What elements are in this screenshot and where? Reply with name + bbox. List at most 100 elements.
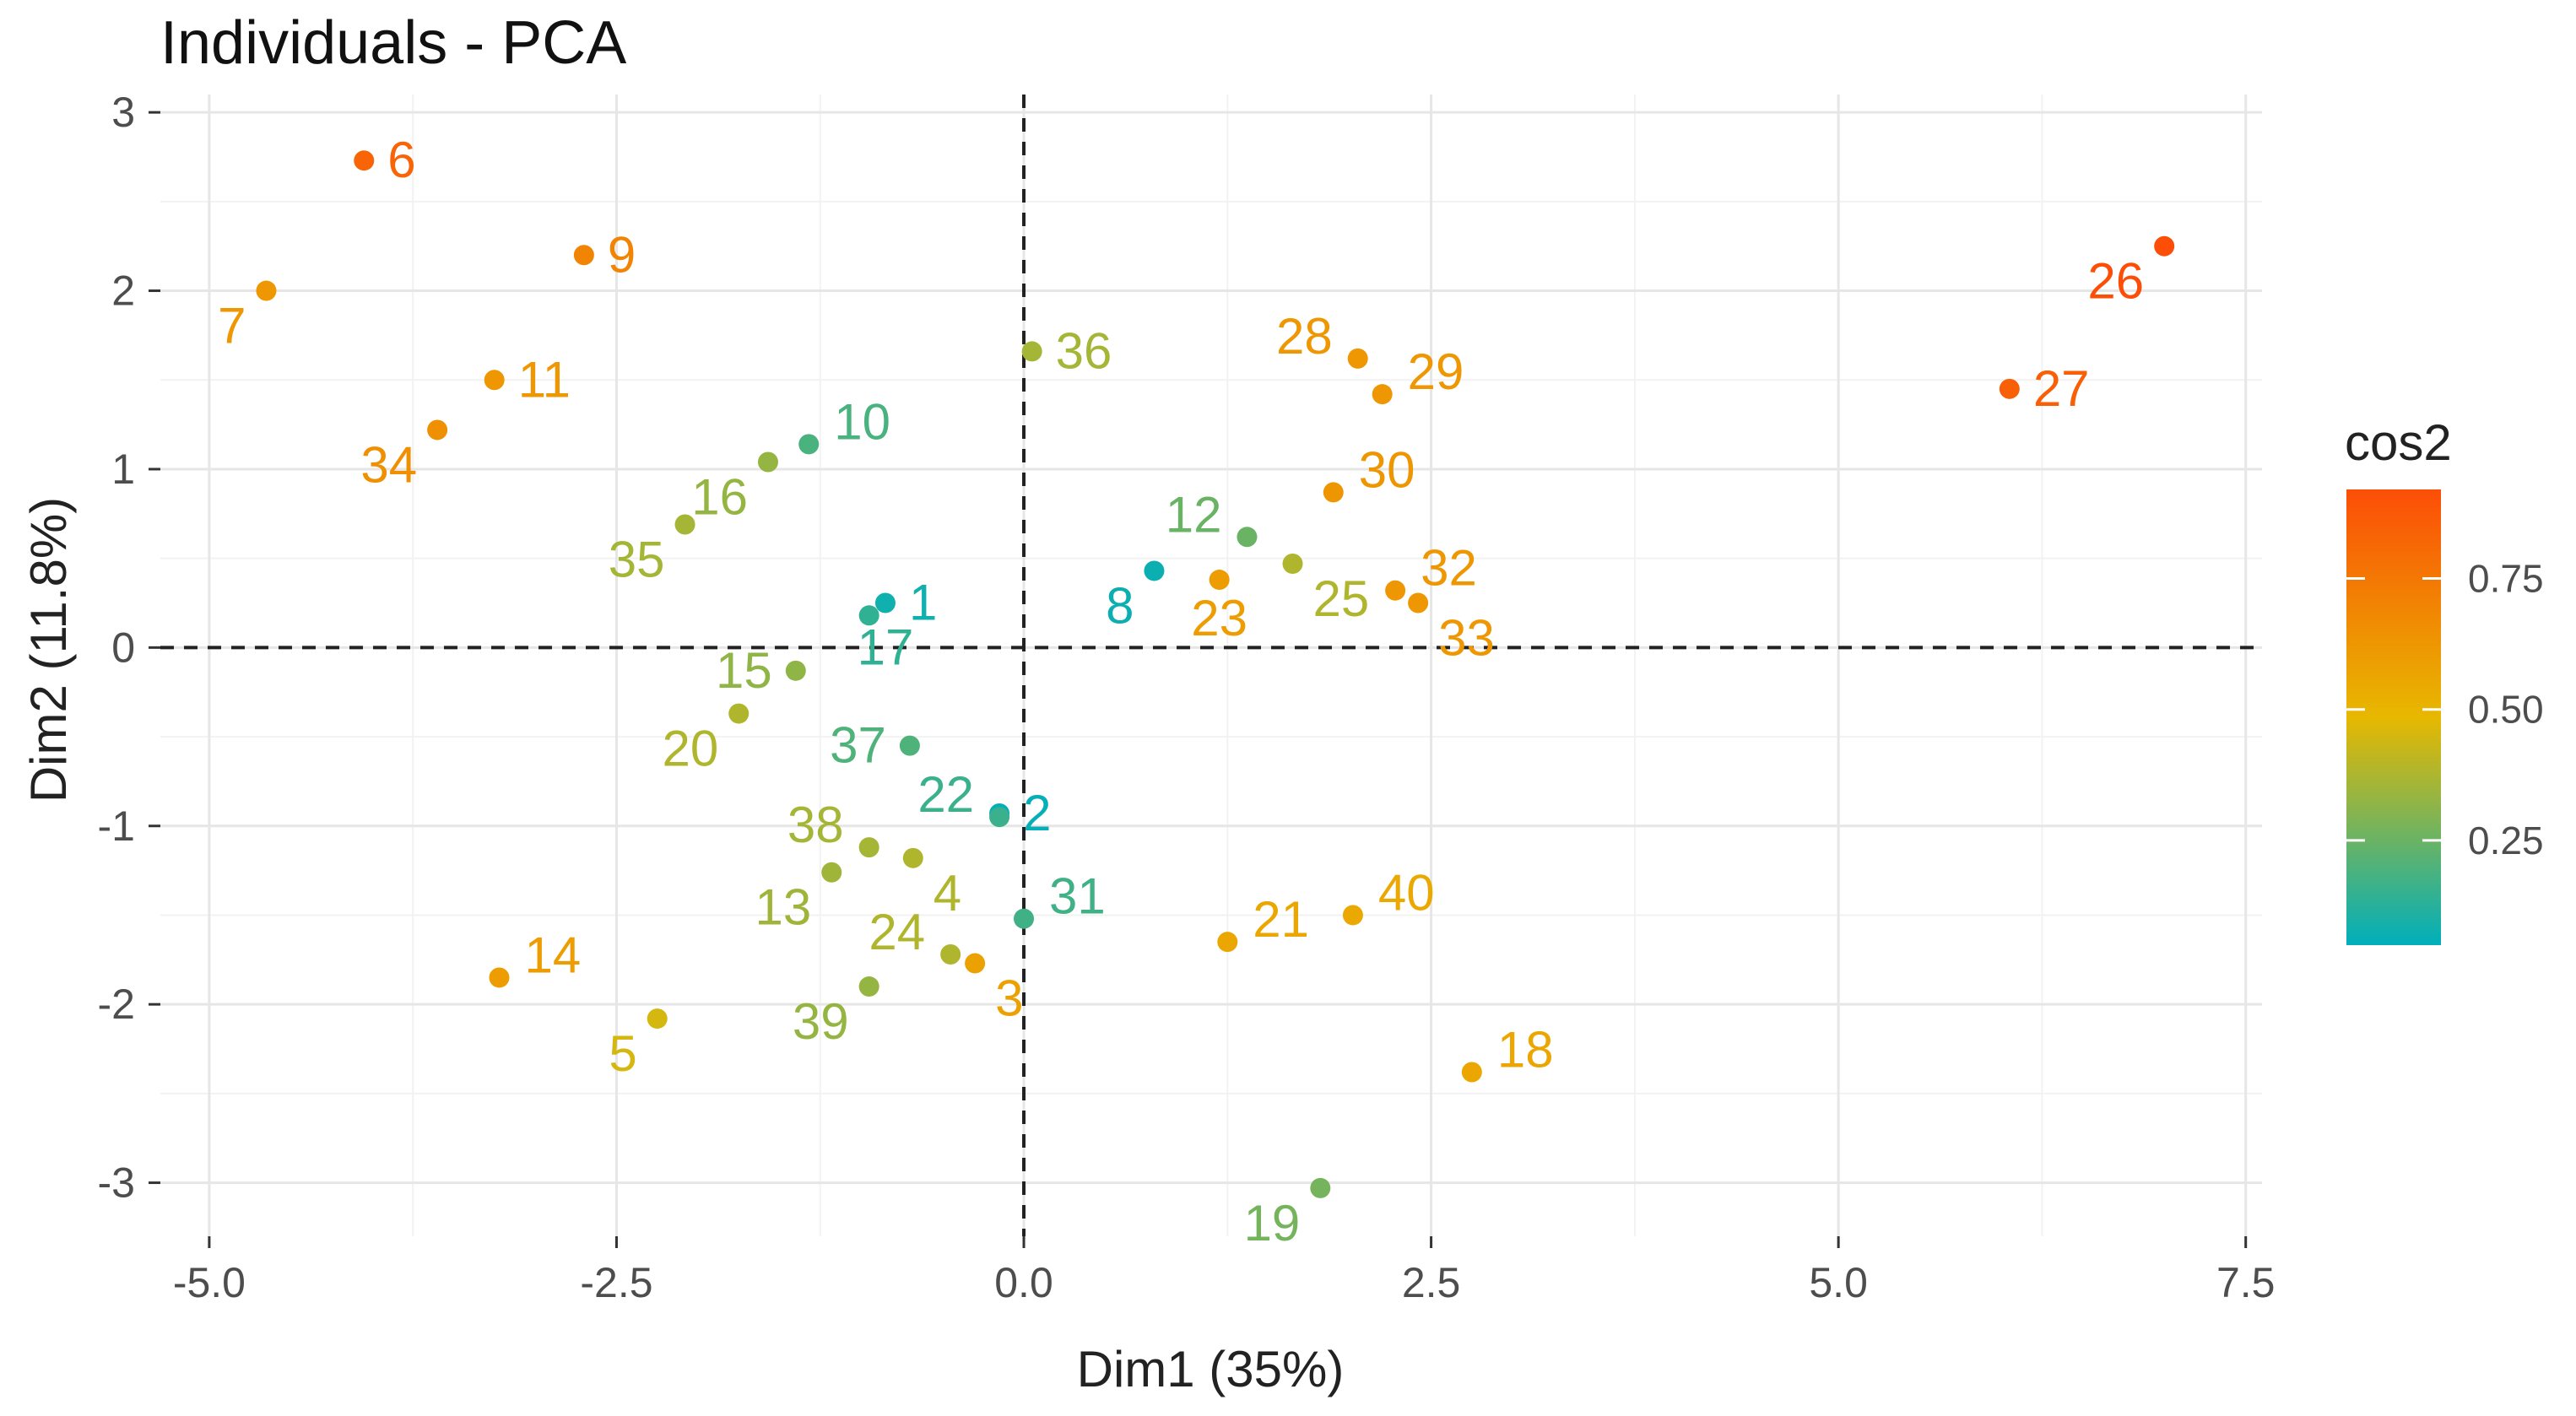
data-point-9	[573, 245, 594, 266]
y-tick-label: 2	[111, 268, 135, 315]
data-point-5	[647, 1008, 668, 1030]
point-label-38: 38	[787, 797, 844, 853]
data-point-39	[858, 976, 879, 997]
y-tick-label: -2	[98, 981, 135, 1028]
data-point-34	[427, 419, 448, 440]
point-label-26: 26	[2087, 253, 2144, 310]
data-point-23	[1209, 570, 1230, 591]
x-tick-label: 5.0	[1809, 1259, 1868, 1306]
point-label-31: 31	[1049, 868, 1106, 925]
point-label-5: 5	[609, 1025, 636, 1082]
data-point-3	[965, 953, 986, 974]
data-point-8	[1144, 560, 1165, 581]
y-axis-title: Dim2 (11.8%)	[20, 497, 77, 803]
data-point-26	[2154, 235, 2175, 257]
data-point-25	[1282, 553, 1303, 574]
y-tick-label: -3	[98, 1159, 135, 1207]
data-point-32	[1385, 580, 1406, 601]
point-label-35: 35	[609, 531, 665, 587]
data-point-21	[1217, 932, 1238, 953]
point-label-17: 17	[858, 619, 914, 675]
data-point-18	[1461, 1062, 1482, 1083]
point-label-25: 25	[1313, 570, 1370, 627]
point-label-6: 6	[387, 132, 415, 188]
point-label-22: 22	[917, 766, 974, 823]
data-point-28	[1347, 348, 1368, 369]
point-label-1: 1	[909, 575, 937, 631]
y-tick-label: 0	[111, 624, 135, 671]
data-point-17	[858, 605, 879, 626]
data-point-4	[902, 847, 923, 868]
data-point-20	[728, 703, 750, 724]
point-label-40: 40	[1378, 864, 1435, 921]
legend-tick-label: 0.75	[2468, 557, 2544, 601]
chart-title: Individuals - PCA	[160, 9, 626, 77]
data-point-29	[1372, 384, 1393, 405]
reference-lines	[160, 95, 2262, 1236]
data-point-19	[1310, 1177, 1331, 1198]
data-point-35	[674, 514, 695, 535]
point-label-2: 2	[1023, 785, 1051, 841]
data-point-38	[858, 837, 879, 858]
x-tick-label: 7.5	[2216, 1259, 2276, 1306]
point-label-4: 4	[934, 865, 961, 921]
point-label-39: 39	[793, 993, 849, 1050]
data-point-15	[785, 660, 806, 681]
data-point-37	[899, 735, 920, 756]
legend-colorbar	[2346, 489, 2441, 945]
x-tick-label: -2.5	[580, 1259, 652, 1306]
point-label-12: 12	[1166, 486, 1222, 543]
point-label-14: 14	[524, 927, 581, 983]
data-point-13	[821, 862, 842, 883]
data-point-36	[1021, 341, 1042, 362]
data-point-6	[354, 150, 375, 171]
data-point-1	[874, 592, 896, 613]
point-label-29: 29	[1408, 343, 1464, 400]
point-label-7: 7	[218, 298, 246, 354]
point-label-20: 20	[662, 721, 718, 777]
point-label-13: 13	[755, 879, 812, 936]
point-label-37: 37	[830, 717, 886, 774]
point-label-11: 11	[518, 351, 571, 408]
point-label-28: 28	[1276, 308, 1333, 365]
x-tick-label: -5.0	[173, 1259, 246, 1306]
x-axis-title: Dim1 (35%)	[1077, 1341, 1345, 1397]
point-label-34: 34	[360, 436, 417, 493]
point-label-3: 3	[995, 970, 1023, 1027]
data-point-16	[757, 451, 778, 473]
legend-title: cos2	[2345, 414, 2452, 471]
point-label-33: 33	[1438, 610, 1495, 667]
legend-tick-label: 0.50	[2468, 688, 2544, 732]
point-label-8: 8	[1106, 577, 1134, 634]
data-point-24	[940, 943, 961, 965]
y-tick-label: -1	[98, 803, 135, 850]
point-label-36: 36	[1056, 322, 1112, 379]
point-label-18: 18	[1497, 1022, 1554, 1078]
plot-panel	[160, 95, 2262, 1236]
x-tick-label: 2.5	[1402, 1259, 1461, 1306]
data-point-14	[489, 967, 510, 988]
data-point-11	[484, 370, 505, 391]
point-label-27: 27	[2033, 360, 2090, 417]
x-tick-label: 0.0	[994, 1259, 1053, 1306]
legend-tick-label: 0.25	[2468, 819, 2544, 862]
y-tick-label: 3	[111, 89, 135, 136]
data-point-7	[256, 280, 277, 301]
point-label-9: 9	[608, 226, 636, 283]
point-label-23: 23	[1191, 590, 1247, 646]
point-label-30: 30	[1359, 441, 1415, 498]
point-label-24: 24	[869, 904, 925, 960]
data-point-31	[1014, 908, 1035, 929]
point-label-10: 10	[834, 393, 890, 450]
data-point-10	[798, 434, 820, 455]
data-point-12	[1237, 527, 1258, 548]
data-point-22	[989, 807, 1010, 828]
data-point-30	[1323, 482, 1344, 503]
grid-layer	[160, 95, 2262, 1236]
point-label-21: 21	[1253, 891, 1309, 948]
data-point-33	[1408, 592, 1429, 613]
point-label-32: 32	[1421, 540, 1477, 597]
